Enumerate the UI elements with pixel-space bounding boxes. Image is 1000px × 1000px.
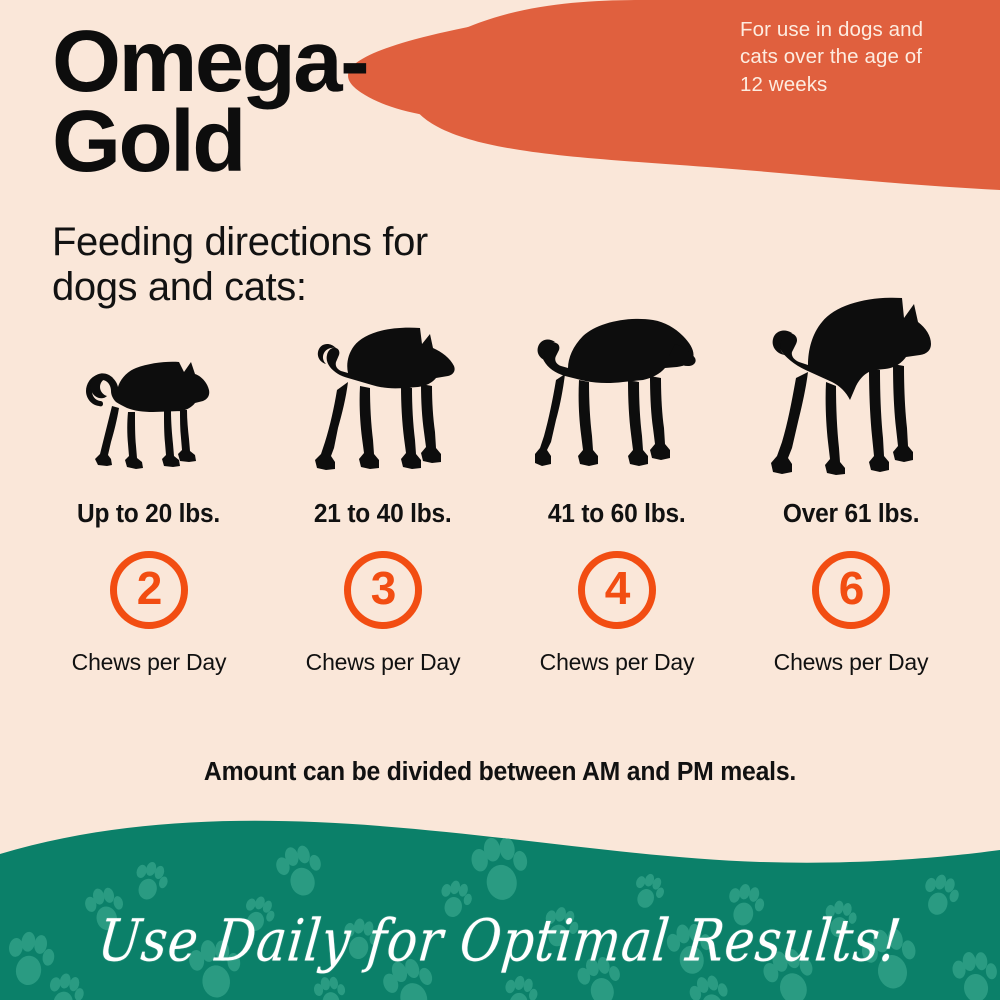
feeding-column-medium: 21 to 40 lbs. 3 Chews per Day: [272, 280, 494, 676]
footer-banner: Use Daily for Optimal Results!: [0, 810, 1000, 1000]
dose-badge: 4: [578, 551, 656, 629]
subheading-line-2: dogs and cats:: [52, 264, 307, 309]
age-callout-text: For use in dogs and cats over the age of…: [740, 16, 980, 98]
feeding-table: Up to 20 lbs. 2 Chews per Day 21 to 40 l…: [0, 280, 1000, 676]
age-callout-line-1: For use in dogs and: [740, 18, 924, 41]
doberman-silhouette-icon: [283, 280, 483, 476]
small-dog-silhouette-icon: [49, 280, 249, 476]
feeding-column-small: Up to 20 lbs. 2 Chews per Day: [38, 280, 260, 676]
weight-label: Over 61 lbs.: [782, 500, 920, 528]
dose-count: 2: [136, 562, 163, 614]
divided-meals-note: Amount can be divided between AM and PM …: [203, 758, 797, 786]
chews-per-day-label: Chews per Day: [539, 649, 695, 675]
age-callout-line-2: cats over the age of: [740, 45, 923, 69]
feeding-column-large: 41 to 60 lbs. 4 Chews per Day: [506, 280, 728, 676]
footer-script-text: Use Daily for Optimal Results!: [95, 907, 905, 975]
dose-badge: 6: [812, 551, 890, 629]
brand-title-line-2: Gold: [52, 93, 246, 191]
page-title: Omega- Gold: [52, 13, 582, 191]
age-callout-line-3: 12 weeks: [740, 72, 828, 96]
dose-badge: 3: [344, 551, 422, 629]
chews-per-day-label: Chews per Day: [71, 649, 227, 675]
headline-block: Omega- Gold Feeding directions for dogs …: [52, 18, 572, 310]
weight-label: Up to 20 lbs.: [77, 500, 221, 528]
chews-per-day-label: Chews per Day: [305, 649, 461, 675]
weight-label: 41 to 60 lbs.: [548, 500, 686, 528]
great-dane-silhouette-icon: [751, 280, 951, 476]
subheading-line-1: Feeding directions for: [52, 220, 428, 265]
brand-title-line-1: Omega-: [52, 13, 370, 110]
dose-count: 3: [370, 562, 397, 614]
dose-badge: 2: [110, 551, 188, 629]
feeding-column-xlarge: Over 61 lbs. 6 Chews per Day: [740, 280, 962, 676]
chews-per-day-label: Chews per Day: [773, 649, 929, 675]
hound-silhouette-icon: [517, 280, 717, 476]
dose-count: 6: [838, 562, 865, 614]
weight-label: 21 to 40 lbs.: [314, 500, 452, 528]
subheading: Feeding directions for dogs and cats:: [52, 220, 572, 310]
dose-count: 4: [604, 562, 631, 614]
